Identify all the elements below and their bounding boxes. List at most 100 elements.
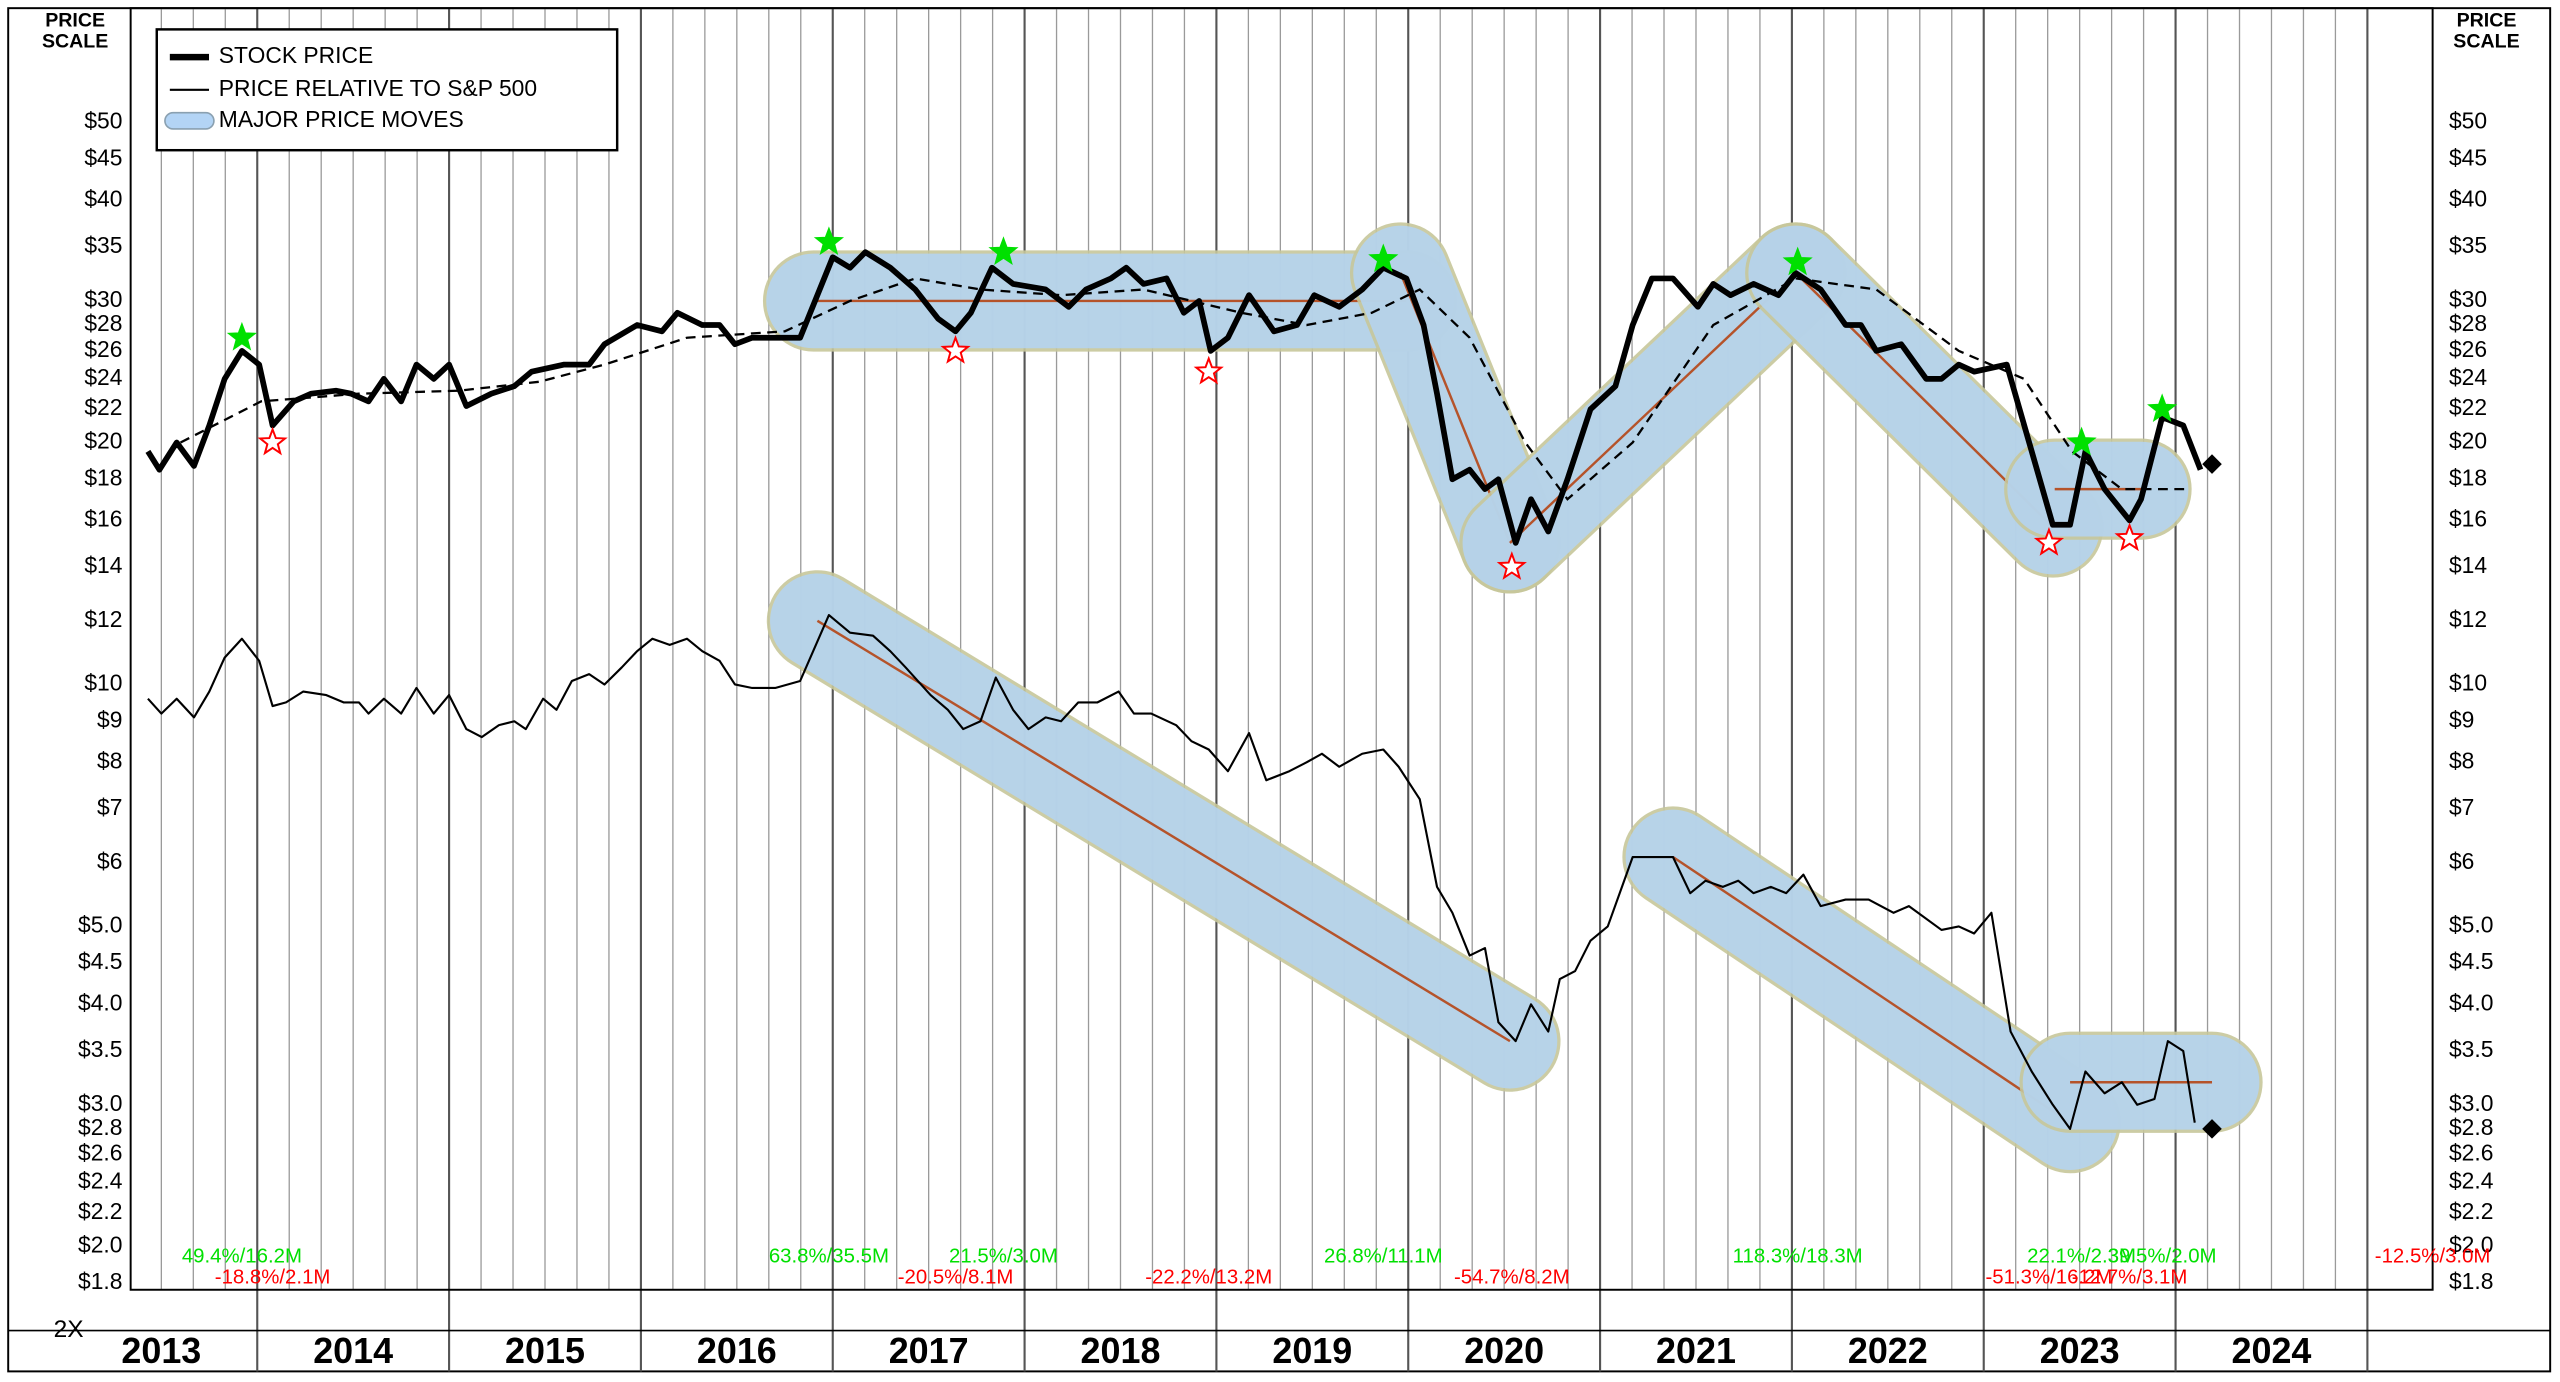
y-tick-label: $20: [84, 428, 122, 454]
y-tick-label: $9: [2449, 706, 2474, 732]
move-label: -12.5%/3.0M: [2375, 1245, 2491, 1267]
y-tick-label: $45: [2449, 144, 2487, 170]
price-scale-label: SCALE: [2453, 31, 2519, 53]
x-tick-label: 2015: [505, 1330, 585, 1371]
legend-label: STOCK PRICE: [219, 42, 373, 68]
move-label: -20.5%/8.1M: [898, 1267, 1014, 1289]
y-tick-label: $26: [84, 336, 122, 362]
y-tick-label: $2.6: [2449, 1140, 2493, 1166]
series-line: [147, 613, 2196, 1130]
high-star: [2147, 393, 2178, 423]
low-star: [2033, 527, 2065, 556]
y-tick-label: $50: [84, 108, 122, 134]
x-tick-label: 2024: [2232, 1330, 2312, 1371]
y-tick-label: $2.8: [2449, 1114, 2493, 1140]
y-tick-label: $2.0: [2449, 1231, 2493, 1257]
x-tick-label: 2019: [1272, 1330, 1352, 1371]
legend: STOCK PRICE PRICE RELATIVE TO S&P 500 MA…: [155, 28, 619, 152]
move-label: -51.3%/16.2M: [1985, 1267, 2112, 1289]
y-tick-label: $5.0: [78, 911, 122, 937]
y-tick-label: $30: [2449, 286, 2487, 312]
y-tick-label: $10: [84, 670, 122, 696]
y-tick-label: $9: [97, 706, 122, 732]
y-tick-label: $2.0: [78, 1231, 122, 1257]
y-tick-label: $2.8: [78, 1114, 122, 1140]
y-tick-label: $2.4: [2449, 1168, 2494, 1194]
y-tick-label: $12: [2449, 606, 2487, 632]
move-label: 63.8%/35.5M: [769, 1245, 889, 1267]
x-tick-label: 2013: [121, 1330, 201, 1371]
legend-label: MAJOR PRICE MOVES: [219, 106, 464, 132]
y-tick-label: $8: [2449, 747, 2474, 773]
y-tick-label: $40: [84, 186, 122, 212]
end-marker: [2202, 454, 2222, 474]
y-tick-label: $20: [2449, 428, 2487, 454]
y-tick-label: $3.0: [2449, 1090, 2493, 1116]
y-tick-label: $10: [2449, 670, 2487, 696]
y-tick-label: $1.8: [78, 1268, 122, 1294]
y-tick-label: $6: [97, 848, 122, 874]
y-tick-label: $28: [84, 310, 122, 336]
move-label: 118.3%/18.3M: [1733, 1245, 1863, 1267]
x-tick-label: 2018: [1081, 1330, 1161, 1371]
y-tick-label: $26: [2449, 336, 2487, 362]
move-label: 22.1%/2.3M: [2027, 1245, 2136, 1267]
y-tick-label: $4.0: [78, 989, 122, 1015]
price-scale-label: PRICE: [2457, 9, 2517, 31]
y-tick-label: $2.2: [78, 1198, 122, 1224]
low-star: [1193, 355, 1224, 385]
x-tick-label: 2021: [1656, 1330, 1736, 1371]
major-move-line: [1509, 272, 1797, 544]
price-scale-label: SCALE: [42, 31, 108, 53]
y-tick-label: $35: [84, 232, 122, 258]
move-label: 49.4%/16.2M: [182, 1245, 302, 1267]
x-tick-label: 2017: [889, 1330, 969, 1371]
y-tick-label: $3.5: [78, 1036, 122, 1062]
x-tick-label: 2014: [313, 1330, 393, 1371]
low-star: [2114, 522, 2145, 552]
y-tick-label: $2.2: [2449, 1198, 2493, 1224]
y-tick-label: $22: [84, 394, 122, 420]
low-star: [1496, 551, 1527, 580]
move-label: -12.7%/3.1M: [2072, 1267, 2188, 1289]
y-tick-label: $6: [2449, 848, 2474, 874]
y-tick-label: $14: [2449, 552, 2487, 578]
plot-frame: [129, 7, 2434, 1291]
legend-label: PRICE RELATIVE TO S&P 500: [219, 75, 537, 101]
y-tick-label: $4.5: [2449, 948, 2493, 974]
y-tick-label: $1.8: [2449, 1268, 2493, 1294]
major-move-line: [816, 619, 1511, 1043]
moving-average: [180, 277, 2188, 501]
move-label: -54.7%/8.2M: [1454, 1267, 1570, 1289]
y-tick-label: $14: [84, 552, 122, 578]
y-tick-label: $24: [2449, 364, 2487, 390]
frame: [7, 7, 2552, 1373]
y-tick-label: $35: [2449, 232, 2487, 258]
high-star: [1782, 246, 1813, 276]
y-tick-label: $50: [2449, 108, 2487, 134]
y-tick-label: $3.0: [78, 1090, 122, 1116]
y-tick-label: $4.5: [78, 948, 122, 974]
x-tick-label: 2023: [2040, 1330, 2120, 1371]
y-tick-label: $28: [2449, 310, 2487, 336]
y-tick-label: $8: [97, 747, 122, 773]
move-label: -18.8%/2.1M: [215, 1267, 331, 1289]
y-tick-label: $7: [97, 794, 122, 820]
y-tick-label: $22: [2449, 394, 2487, 420]
y-tick-label: $2.4: [78, 1168, 123, 1194]
low-star: [940, 335, 971, 364]
price-scale-label: PRICE: [45, 9, 105, 31]
x-tick-label: 2016: [697, 1330, 777, 1371]
end-marker: [2202, 1119, 2222, 1139]
series-line: [145, 249, 2204, 546]
y-tick-label: $24: [84, 364, 122, 390]
major-move-line: [1672, 856, 2071, 1124]
y-tick-label: $7: [2449, 794, 2474, 820]
move-label: 21.5%/3.0M: [949, 1245, 1058, 1267]
high-star: [813, 226, 844, 256]
high-star: [2066, 426, 2097, 456]
move-label: 26.8%/11.1M: [1324, 1245, 1443, 1267]
move-label: 39.5%/2.0M: [2108, 1245, 2217, 1267]
low-star: [257, 426, 288, 456]
high-star: [988, 236, 1019, 265]
